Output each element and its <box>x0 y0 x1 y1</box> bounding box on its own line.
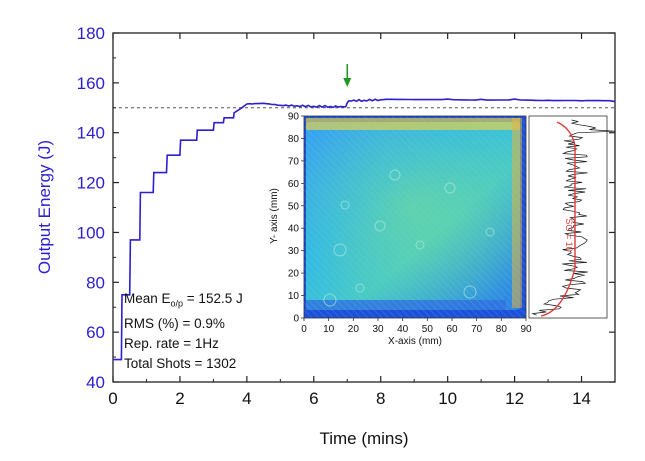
inset-y-tick-label: 20 <box>288 269 300 280</box>
x-tick-label: 6 <box>309 389 318 408</box>
rep-rate-text: Rep. rate = 1Hz <box>124 335 219 351</box>
rms-text: RMS (%) = 0.9% <box>124 315 225 331</box>
inset-x-tick-label: 0 <box>301 324 307 335</box>
y-axis-title: Output Energy (J) <box>35 140 54 274</box>
sg-annotation: SG = 10 <box>564 218 574 251</box>
inset-frame <box>303 115 527 319</box>
x-tick-label: 0 <box>108 389 117 408</box>
inset-x-axis-title: X-axis (mm) <box>388 336 442 347</box>
side-profile-frame <box>528 115 608 319</box>
mean-value: = 152.5 J <box>183 291 243 306</box>
x-tick-label: 10 <box>438 389 457 408</box>
y-tick-label: 180 <box>77 24 105 43</box>
inset-y-axis-title: Y- axis (mm) <box>269 188 280 244</box>
inset-x-axis: 0 10 20 30 40 50 60 70 80 90 <box>301 318 532 335</box>
y-tick-label: 80 <box>86 273 105 292</box>
mean-energy-text: Mean Eo/p = 152.5 J <box>124 289 243 314</box>
x-axis: 0 2 4 6 8 10 12 14 <box>108 33 591 408</box>
inset-x-tick-label: 70 <box>471 324 483 335</box>
x-tick-label: 12 <box>505 389 524 408</box>
green-arrow-marker <box>343 64 352 87</box>
inset-y-tick-label: 10 <box>288 291 300 302</box>
inset-y-tick-label: 40 <box>288 224 300 235</box>
y-tick-label: 60 <box>86 323 105 342</box>
inset-y-axis: 0 10 20 30 40 50 60 70 80 90 <box>288 112 304 325</box>
inset-x-tick-label: 60 <box>446 324 458 335</box>
y-tick-label: 160 <box>77 74 105 93</box>
heatmap-texture <box>304 116 526 318</box>
arrow-head <box>343 78 352 87</box>
mean-label: Mean E <box>124 291 171 306</box>
x-tick-label: 4 <box>242 389 251 408</box>
x-tick-label: 8 <box>376 389 385 408</box>
side-profile-fit <box>540 121 576 317</box>
y-tick-label: 40 <box>86 373 105 392</box>
inset-x-tick-label: 40 <box>397 324 409 335</box>
inset-y-tick-label: 50 <box>288 201 300 212</box>
beam-profile-inset: 0 10 20 30 40 50 60 70 80 90 0102030405060708090 … <box>269 112 532 348</box>
inset-y-tick-label: 70 <box>288 156 300 167</box>
inset-y-tick-label: 90 <box>288 112 300 123</box>
y-tick-label: 120 <box>77 174 105 193</box>
x-axis-title: Time (mins) <box>319 429 408 448</box>
total-shots-text: Total Shots = 1302 <box>124 355 237 371</box>
x-tick-label: 2 <box>175 389 184 408</box>
inset-y-tick-label: 80 <box>288 134 300 145</box>
inset-x-tick-label: 80 <box>496 324 508 335</box>
inset-x-tick-label: 10 <box>323 324 335 335</box>
side-profile-line <box>531 119 616 316</box>
y-tick-label: 100 <box>77 223 105 242</box>
inset-y-tick-label: 60 <box>288 179 300 190</box>
inset-y-tick-label: 0 <box>293 314 299 325</box>
stats-box: Mean Eo/p = 152.5 J RMS (%) = 0.9% Rep. … <box>124 289 243 374</box>
side-profile-inset: SG = 10 <box>528 115 616 319</box>
inset-y-tick-label: 30 <box>288 246 300 257</box>
inset-x-tick-label: 30 <box>372 324 384 335</box>
x-tick-label: 14 <box>572 389 591 408</box>
inset-x-tick-label: 20 <box>348 324 360 335</box>
inset-x-tick-label: 50 <box>422 324 434 335</box>
inset-x-tick-label: 90 <box>520 324 532 335</box>
energy-series-line <box>113 98 616 361</box>
mean-subscript: o/p <box>170 298 184 309</box>
y-tick-label: 140 <box>77 124 105 143</box>
